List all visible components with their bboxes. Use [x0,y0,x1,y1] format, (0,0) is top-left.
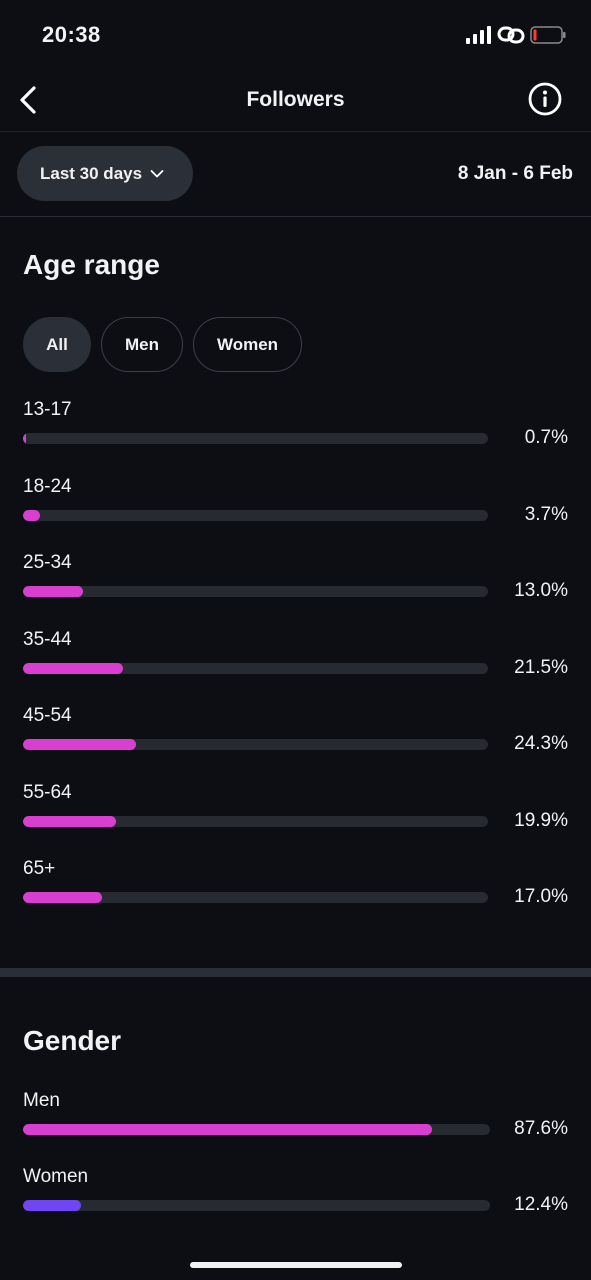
bar-label: 55-64 [23,781,72,803]
bar-track [23,1124,490,1135]
bar-value: 24.3% [514,733,568,754]
date-range-dropdown-label: Last 30 days [40,163,143,183]
bar-label: Men [23,1090,60,1111]
bar-track [23,586,488,597]
bar-value: 87.6% [514,1118,568,1139]
bar-row: 13-17 0.7% [0,399,591,469]
bar-fill [23,739,136,750]
chevron-down-icon [150,169,164,177]
bar-fill [23,433,27,444]
date-range-dropdown[interactable]: Last 30 days [17,146,193,201]
section-divider [0,968,591,977]
back-icon[interactable] [16,84,42,116]
bar-fill [23,892,103,903]
bar-fill [23,815,116,827]
date-range-text: 8 Jan - 6 Feb [457,163,573,184]
bar-value: 0.7% [524,427,568,448]
bar-fill [23,1200,81,1211]
bar-fill [23,1124,433,1135]
status-time: 20:38 [42,22,101,47]
page-title: Followers [246,88,345,111]
bar-label: 18-24 [23,475,72,497]
home-indicator [190,1262,402,1268]
bar-value: 12.4% [514,1194,568,1215]
bar-label: 13-17 [23,399,72,420]
bar-row: 65+ 17.0% [0,858,591,928]
bar-fill [23,509,41,521]
bar-row: 25-34 13.0% [0,552,591,622]
bar-value: 13.0% [514,580,568,601]
battery-icon [530,26,566,44]
bar-track [23,662,488,674]
bar-value: 21.5% [514,656,568,678]
bar-label: 65+ [23,858,56,879]
bar-value: 3.7% [524,503,568,525]
bar-label: 35-44 [23,628,72,650]
status-bar: 20:38 [0,0,591,72]
bar-fill [23,662,123,674]
bar-row: 45-54 24.3% [0,705,591,775]
bar-row: 18-24 3.7% [0,476,591,546]
age-range-title: Age range [23,249,160,280]
filter-row: Last 30 days 8 Jan - 6 Feb [0,132,591,217]
bar-row: Women 12.4% [0,1166,591,1236]
bar-value: 17.0% [514,886,568,907]
header: Followers [0,72,591,132]
chip-men[interactable]: Men [101,317,183,372]
bar-track [23,509,488,521]
bar-track [23,433,488,444]
bar-track [23,892,488,903]
bar-row: 55-64 19.9% [0,782,591,852]
gender-title: Gender [23,1025,122,1056]
bar-track [23,1200,490,1211]
bar-fill [23,586,84,597]
bar-row: Men 87.6% [0,1090,591,1160]
bar-label: Women [23,1166,89,1187]
bar-value: 19.9% [514,809,568,831]
bar-track [23,815,488,827]
chip-women[interactable]: Women [193,317,302,372]
bar-label: 25-34 [23,552,72,573]
bar-track [23,739,488,750]
chip-all[interactable]: All [23,317,91,372]
link-icon [497,26,525,44]
bar-label: 45-54 [23,705,72,726]
bar-row: 35-44 21.5% [0,629,591,699]
signal-icon [466,26,492,44]
info-icon[interactable] [528,82,562,116]
